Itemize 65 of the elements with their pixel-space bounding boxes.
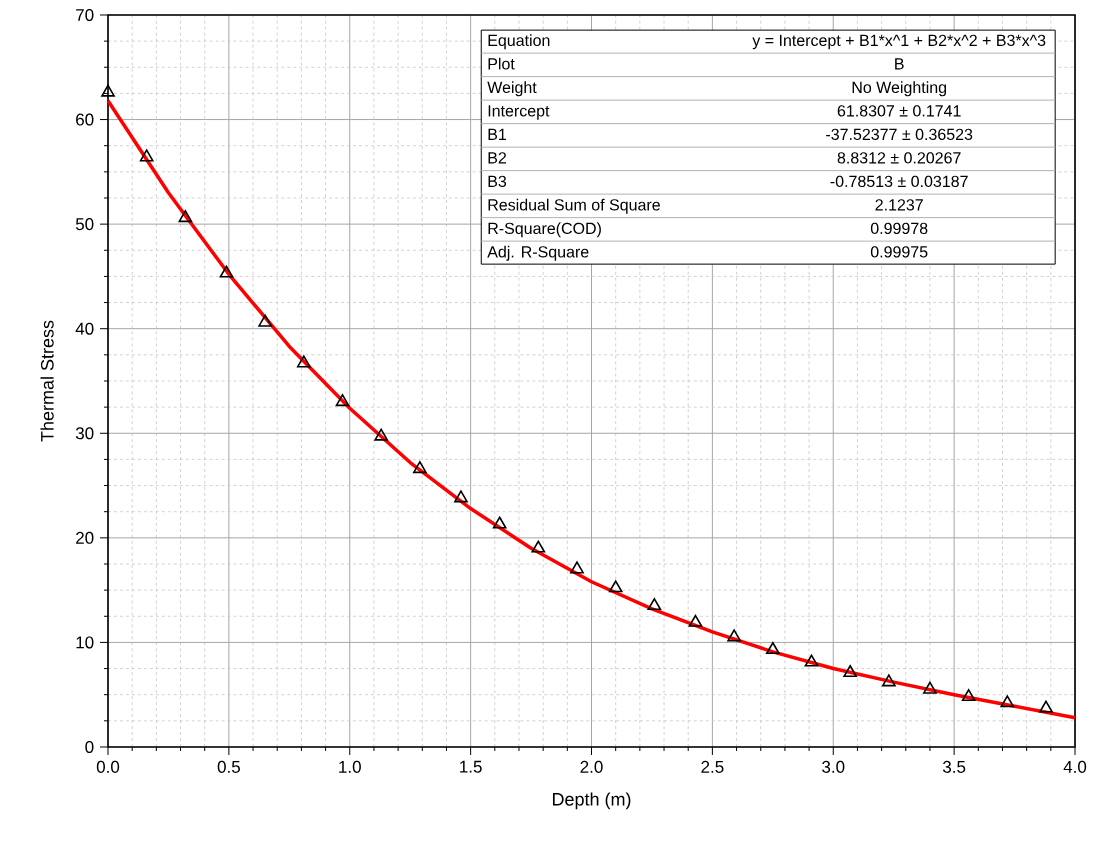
annotation: Residual Sum of Square	[488, 198, 660, 214]
point	[258, 314, 273, 327]
point	[727, 629, 742, 642]
annotation: Equation	[488, 34, 550, 50]
annotation: 0.99978	[870, 222, 928, 235]
y-tick-label: 70	[76, 8, 94, 22]
point	[335, 394, 350, 407]
point	[454, 490, 468, 503]
x-tick-label: 0.5	[217, 760, 240, 773]
line-series	[106, 98, 1077, 720]
point	[178, 210, 193, 223]
point	[492, 516, 507, 529]
y-tick-label: 40	[75, 322, 94, 335]
point	[843, 664, 858, 678]
annotation: No Weighting	[852, 81, 947, 97]
x-tick-label: 1.5	[460, 760, 482, 773]
annotation: B1	[488, 128, 507, 140]
point	[688, 614, 703, 627]
x-tick-label: 1.0	[339, 760, 361, 773]
annotation: Plot	[488, 57, 515, 70]
x-axis-title: Depth (m)	[552, 792, 631, 810]
y-axis-title: Thermal Stress	[40, 320, 54, 442]
x-tick-label: 2.5	[701, 760, 724, 773]
point	[296, 355, 311, 368]
point	[647, 598, 662, 611]
point	[608, 580, 623, 593]
annotation: B3	[488, 175, 507, 188]
annotation: Adj. R-Square	[487, 245, 589, 261]
point	[374, 428, 389, 441]
point	[765, 641, 780, 655]
annotation: 8.8312 ± 0.20267	[837, 152, 961, 164]
annotation: 61.8307 ± 0.1741	[837, 105, 961, 117]
annotation: B2	[488, 152, 506, 164]
y-tick-label: 60	[76, 113, 94, 126]
y-tick-label: 0	[85, 740, 94, 754]
annotation: B	[895, 58, 904, 70]
y-tick-label: 50	[75, 218, 94, 231]
x-tick-label: 0.0	[96, 760, 120, 773]
y-tick-label: 30	[75, 427, 94, 440]
annotation: R-Square(COD)	[488, 222, 601, 238]
y-tick-label: 10	[76, 636, 94, 649]
x-tick-label: 3.0	[822, 760, 845, 773]
annotation: Weight	[487, 81, 537, 97]
point	[139, 149, 154, 162]
annotation: 0.99975	[870, 246, 928, 258]
y-tick-label: 20	[76, 531, 94, 544]
x-tick-label: 4.0	[1063, 760, 1087, 773]
annotation: -0.78513 ± 0.03187	[830, 175, 968, 188]
point	[882, 674, 896, 687]
point	[1039, 700, 1053, 713]
point	[923, 681, 937, 694]
annotation: y = Intercept + B1*x^1 + B2*x^2 + B3*x^3	[752, 34, 1046, 50]
point	[531, 540, 546, 553]
point	[1000, 695, 1015, 708]
annotation: 2.1237	[875, 199, 923, 211]
x-tick-label: 3.5	[942, 760, 966, 773]
point	[804, 654, 819, 667]
point	[413, 461, 427, 474]
point	[570, 561, 584, 574]
annotation: -37.52377 ± 0.36523	[826, 128, 973, 141]
point	[961, 688, 976, 702]
x-tick-label: 2.0	[580, 760, 603, 773]
annotation: Intercept	[488, 105, 550, 120]
point	[101, 84, 115, 97]
point	[219, 265, 234, 278]
